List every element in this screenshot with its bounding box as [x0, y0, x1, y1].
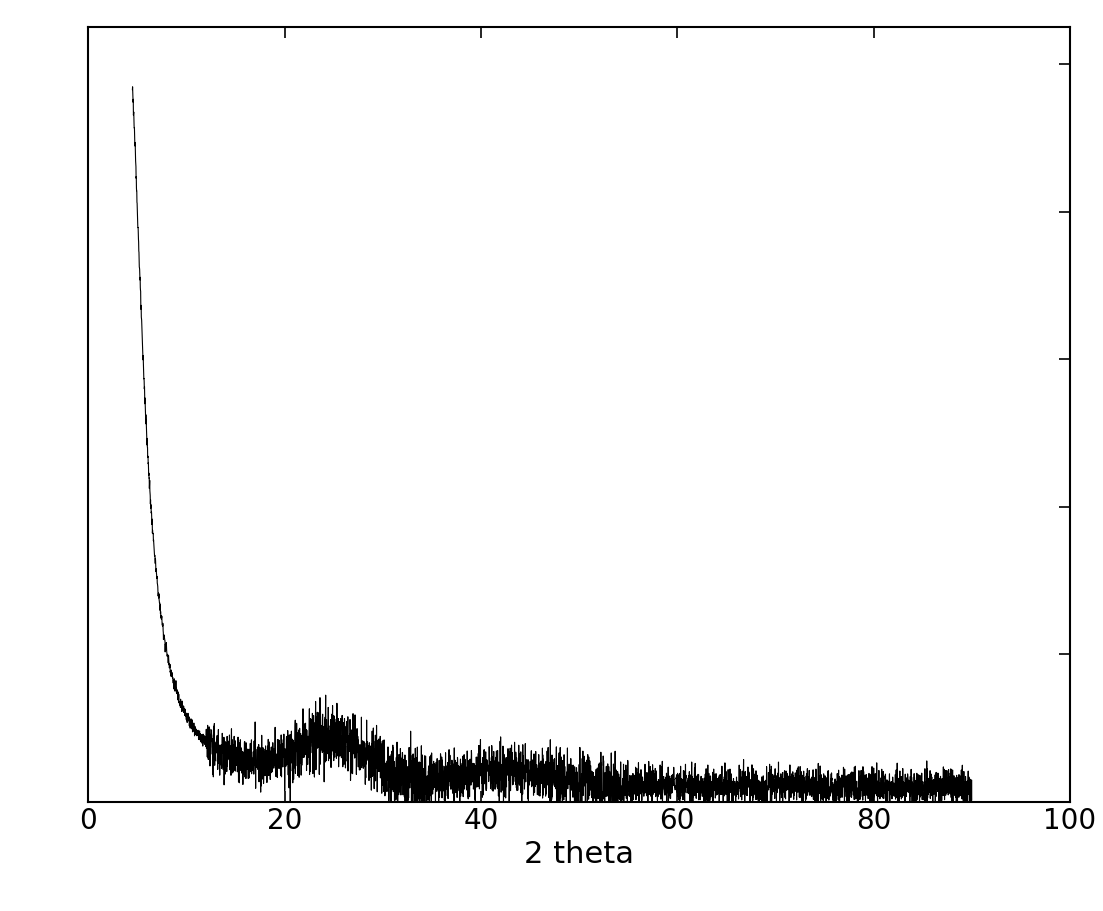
- X-axis label: 2 theta: 2 theta: [524, 840, 634, 869]
